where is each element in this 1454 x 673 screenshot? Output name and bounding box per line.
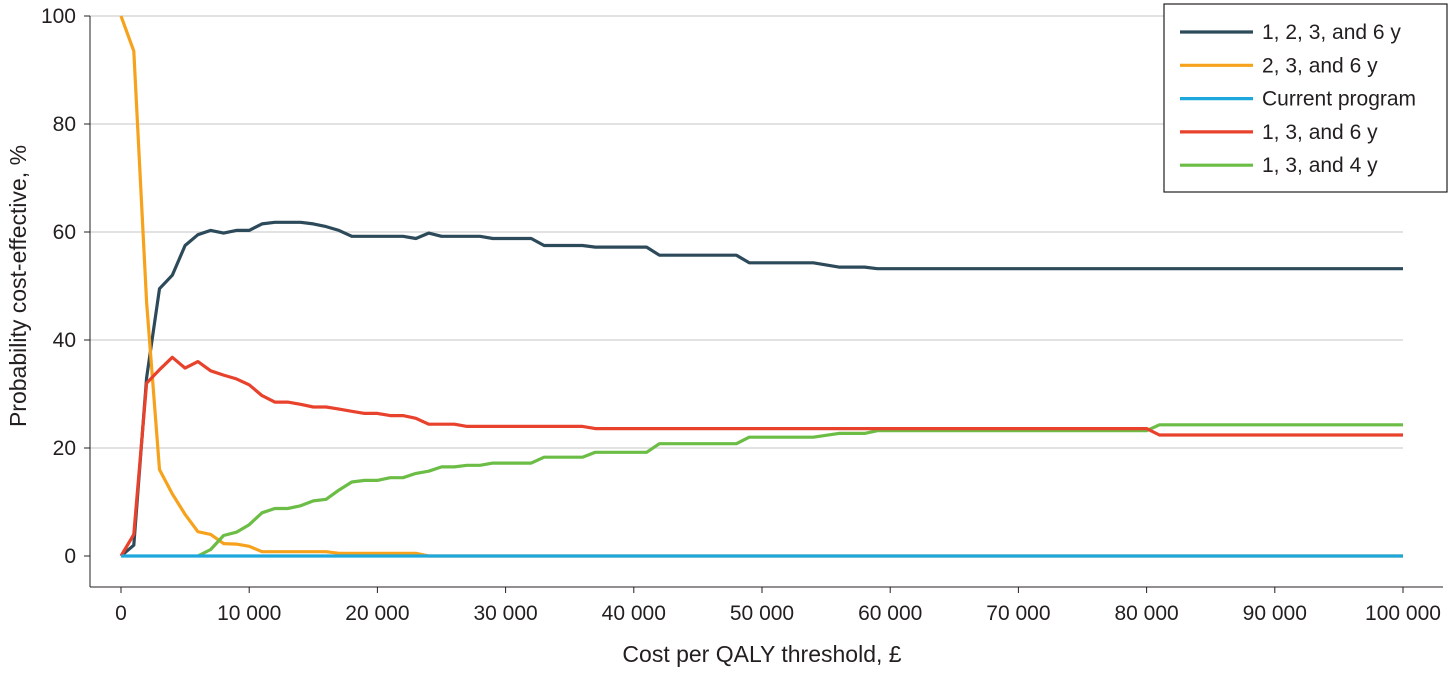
- x-tick-label: 90 000: [1243, 602, 1307, 625]
- series-lines: [119, 15, 1403, 558]
- series-line: [197, 423, 1403, 558]
- y-tick-label: 60: [53, 221, 76, 244]
- y-ticks: 0 20 40 60 80 100: [41, 5, 90, 568]
- legend-label: Current program: [1262, 88, 1416, 111]
- legend-label: 1, 3, and 4 y: [1262, 154, 1378, 177]
- y-tick-label: 80: [53, 113, 76, 136]
- x-tick-label: 50 000: [730, 602, 794, 625]
- x-ticks: 0 10 000 20 000 30 000 40 000 50 000 60 000 70 …: [115, 587, 1441, 625]
- x-tick-label: 20 000: [345, 602, 409, 625]
- series-line: [119, 355, 1403, 557]
- y-tick-label: 100: [41, 5, 76, 28]
- x-tick-label: 70 000: [986, 602, 1050, 625]
- legend-label: 1, 2, 3, and 6 y: [1262, 21, 1401, 44]
- x-tick-label: 10 000: [217, 602, 281, 625]
- x-tick-label: 40 000: [602, 602, 666, 625]
- legend-label: 1, 3, and 6 y: [1262, 121, 1378, 144]
- axes: [89, 16, 1443, 588]
- y-tick-label: 0: [64, 545, 76, 568]
- x-tick-label: 0: [115, 602, 127, 625]
- x-axis-title: Cost per QALY threshold, £: [622, 641, 901, 667]
- legend-label: 2, 3, and 6 y: [1262, 54, 1378, 77]
- series-line: [119, 220, 1403, 558]
- series-line: [119, 15, 1403, 558]
- y-tick-label: 40: [53, 329, 76, 352]
- y-tick-label: 20: [53, 437, 76, 460]
- x-tick-label: 60 000: [858, 602, 922, 625]
- y-axis-title: Probability cost-effective, %: [5, 145, 31, 427]
- legend: 1, 2, 3, and 6 y 2, 3, and 6 y Current pro…: [1163, 3, 1448, 193]
- x-tick-label: 100 000: [1365, 602, 1441, 625]
- x-tick-label: 80 000: [1114, 602, 1178, 625]
- x-tick-label: 30 000: [473, 602, 537, 625]
